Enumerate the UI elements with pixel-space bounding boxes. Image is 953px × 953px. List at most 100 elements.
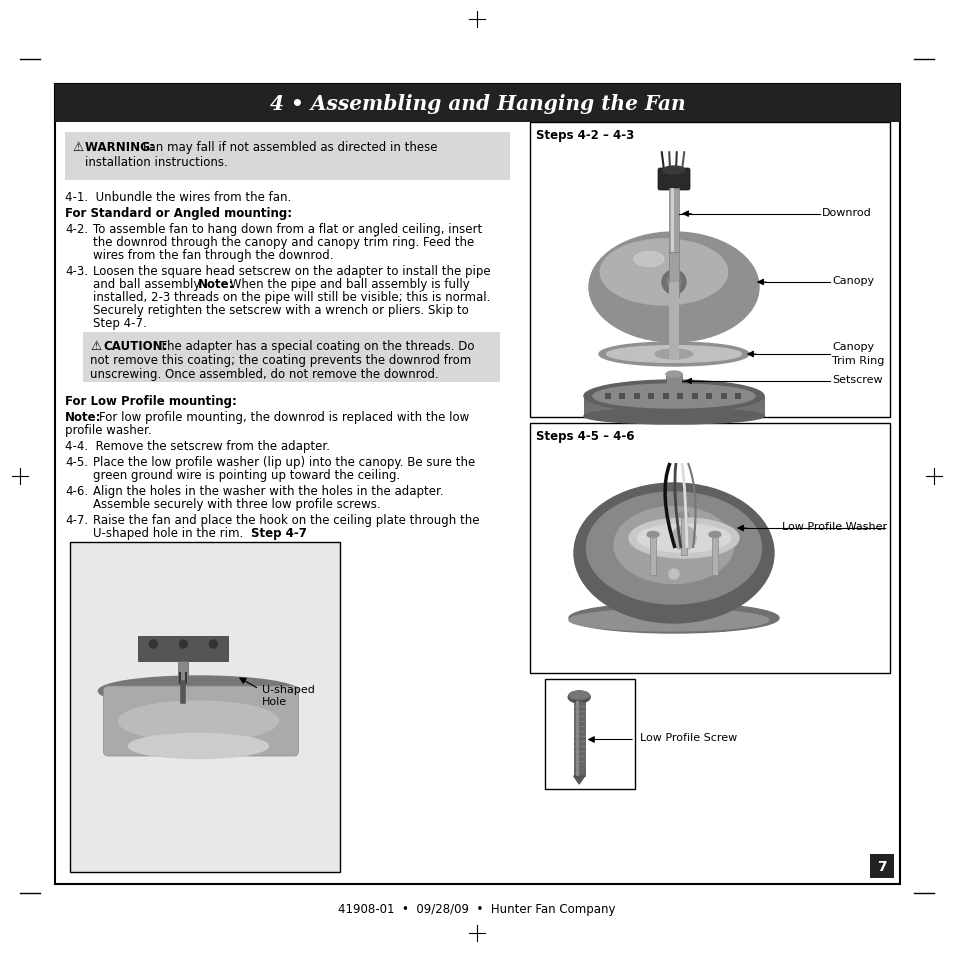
Text: the downrod through the canopy and canopy trim ring. Feed the: the downrod through the canopy and canop… xyxy=(92,235,474,249)
Text: Raise the fan and place the hook on the ceiling plate through the: Raise the fan and place the hook on the … xyxy=(92,514,479,526)
Bar xyxy=(530,123,889,417)
Text: 4-6.: 4-6. xyxy=(65,484,88,497)
Bar xyxy=(705,394,711,399)
Ellipse shape xyxy=(568,609,768,631)
Bar xyxy=(670,189,673,253)
Bar xyxy=(604,394,610,399)
Ellipse shape xyxy=(628,518,739,558)
Ellipse shape xyxy=(662,167,684,174)
Text: 4-3.: 4-3. xyxy=(65,265,88,277)
Bar xyxy=(55,85,899,884)
Ellipse shape xyxy=(569,691,589,700)
Bar xyxy=(680,516,686,556)
Text: Note:: Note: xyxy=(198,277,234,291)
Text: For Standard or Angled mounting:: For Standard or Angled mounting: xyxy=(65,207,292,220)
Text: Steps 4-5 – 4-6: Steps 4-5 – 4-6 xyxy=(536,430,634,442)
Circle shape xyxy=(661,271,685,294)
Bar xyxy=(178,661,188,683)
Bar xyxy=(633,394,639,399)
Bar xyxy=(662,394,668,399)
Ellipse shape xyxy=(583,380,763,413)
Circle shape xyxy=(179,640,187,648)
Text: 7: 7 xyxy=(876,859,886,873)
Text: Canopy: Canopy xyxy=(831,275,873,286)
Text: Low Profile Screw: Low Profile Screw xyxy=(639,733,737,742)
Text: profile washer.: profile washer. xyxy=(65,423,152,436)
Text: 4-1.  Unbundle the wires from the fan.: 4-1. Unbundle the wires from the fan. xyxy=(65,191,291,204)
Bar xyxy=(720,394,726,399)
Circle shape xyxy=(666,275,680,290)
Text: ⚠: ⚠ xyxy=(90,339,101,353)
Ellipse shape xyxy=(588,233,759,343)
Text: green ground wire is pointing up toward the ceiling.: green ground wire is pointing up toward … xyxy=(92,469,400,481)
Text: Downrod: Downrod xyxy=(821,208,871,217)
Ellipse shape xyxy=(593,385,754,409)
Text: Canopy: Canopy xyxy=(831,341,873,352)
FancyBboxPatch shape xyxy=(658,169,689,191)
Text: Align the holes in the washer with the holes in the adapter.: Align the holes in the washer with the h… xyxy=(92,484,443,497)
Bar xyxy=(65,132,510,181)
Text: WARNING:: WARNING: xyxy=(85,141,159,153)
Ellipse shape xyxy=(583,409,763,424)
Text: CAUTION:: CAUTION: xyxy=(103,339,168,353)
Bar xyxy=(668,189,679,253)
Ellipse shape xyxy=(655,350,692,359)
Bar xyxy=(138,637,228,661)
Ellipse shape xyxy=(598,343,748,367)
Text: Trim Ring: Trim Ring xyxy=(831,355,883,366)
Text: Assemble securely with three low profile screws.: Assemble securely with three low profile… xyxy=(92,497,380,511)
Text: wires from the fan through the downrod.: wires from the fan through the downrod. xyxy=(92,249,334,262)
Text: 41908-01  •  09/28/09  •  Hunter Fan Company: 41908-01 • 09/28/09 • Hunter Fan Company xyxy=(338,902,615,916)
Circle shape xyxy=(209,640,217,648)
Text: Fan may fall if not assembled as directed in these: Fan may fall if not assembled as directe… xyxy=(143,141,437,153)
Bar xyxy=(55,85,899,123)
Text: To assemble fan to hang down from a flat or angled ceiling, insert: To assemble fan to hang down from a flat… xyxy=(92,223,482,235)
Text: When the pipe and ball assembly is fully: When the pipe and ball assembly is fully xyxy=(226,277,469,291)
Text: U-shaped hole in the rim.: U-shaped hole in the rim. xyxy=(92,526,243,539)
Text: For Low Profile mounting:: For Low Profile mounting: xyxy=(65,395,236,408)
Bar xyxy=(648,394,654,399)
Bar xyxy=(869,854,893,878)
Bar xyxy=(734,394,740,399)
Circle shape xyxy=(668,569,679,579)
Bar xyxy=(575,701,578,776)
Text: The adapter has a special coating on the threads. Do: The adapter has a special coating on the… xyxy=(156,339,474,353)
Text: Setscrew: Setscrew xyxy=(831,375,882,385)
Text: 4 • Assembling and Hanging the Fan: 4 • Assembling and Hanging the Fan xyxy=(270,94,684,113)
Ellipse shape xyxy=(646,532,659,537)
Text: For low profile mounting, the downrod is replaced with the low: For low profile mounting, the downrod is… xyxy=(99,411,469,423)
Text: 4-4.  Remove the setscrew from the adapter.: 4-4. Remove the setscrew from the adapte… xyxy=(65,439,330,453)
Bar xyxy=(668,283,679,359)
Ellipse shape xyxy=(129,734,268,759)
Bar xyxy=(665,375,681,389)
Text: Steps 4-2 – 4-3: Steps 4-2 – 4-3 xyxy=(536,129,634,142)
Circle shape xyxy=(150,640,157,648)
Ellipse shape xyxy=(634,253,663,267)
Ellipse shape xyxy=(708,532,720,537)
Ellipse shape xyxy=(586,493,760,604)
Bar xyxy=(70,542,339,872)
Text: installed, 2-3 threads on the pipe will still be visible; this is normal.: installed, 2-3 threads on the pipe will … xyxy=(92,291,490,304)
FancyBboxPatch shape xyxy=(103,686,298,757)
Bar xyxy=(530,423,889,673)
Ellipse shape xyxy=(568,603,779,634)
Bar xyxy=(677,394,682,399)
Text: Securely retighten the setscrew with a wrench or pliers. Skip to: Securely retighten the setscrew with a w… xyxy=(92,304,468,316)
Ellipse shape xyxy=(614,507,733,584)
Ellipse shape xyxy=(599,240,727,306)
Bar xyxy=(618,394,625,399)
Ellipse shape xyxy=(606,346,740,363)
Text: ⚠: ⚠ xyxy=(71,141,83,153)
Text: Step 4-7.: Step 4-7. xyxy=(92,316,147,330)
Bar xyxy=(691,394,697,399)
Bar xyxy=(83,333,499,382)
Text: 4-5.: 4-5. xyxy=(65,456,88,469)
Text: not remove this coating; the coating prevents the downrod from: not remove this coating; the coating pre… xyxy=(90,354,471,367)
Text: Note:: Note: xyxy=(65,411,101,423)
Text: 4-2.: 4-2. xyxy=(65,223,88,235)
Bar xyxy=(668,253,679,297)
Circle shape xyxy=(671,526,696,551)
Ellipse shape xyxy=(118,701,278,741)
Text: Low Profile Washer: Low Profile Washer xyxy=(781,521,886,532)
Bar xyxy=(544,679,635,789)
